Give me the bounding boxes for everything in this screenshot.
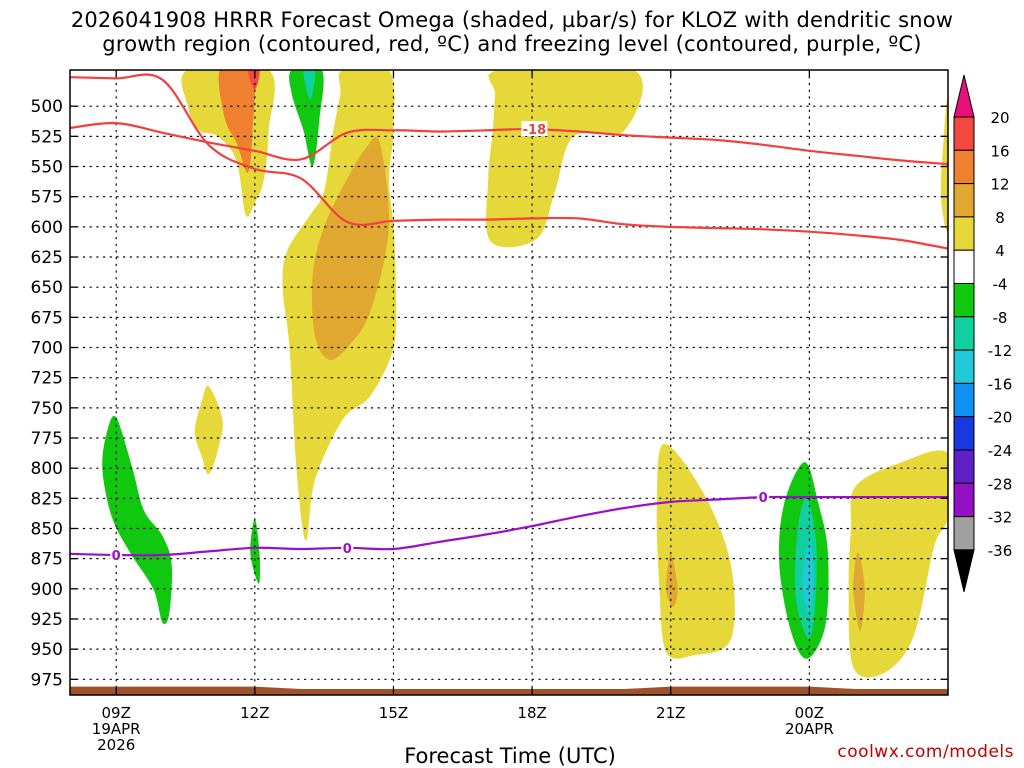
colorbar-label-4: 4 — [995, 242, 1005, 260]
credit-text: coolwx.com/models — [837, 742, 1014, 762]
axes: 500 525 550 575 600 625 650 675 700 725 750 775 800 8… — [31, 69, 949, 754]
y-tick-label-775: 775 — [31, 429, 63, 449]
colorbar-swatch-3 — [953, 216, 975, 251]
ground-fill — [70, 686, 948, 696]
plot-frame — [69, 69, 949, 696]
x-axis-label: Forecast Time (UTC) — [404, 744, 616, 768]
x-tick-label-12z: 12Z — [240, 704, 269, 722]
y-tick-label-600: 600 — [31, 218, 63, 238]
colorbar-label-36: -36 — [988, 542, 1013, 560]
colorbar-swatch-2 — [953, 183, 975, 218]
title-line-2: growth region (contoured, red, ºC) and f… — [102, 32, 922, 56]
colorbar-swatch-6 — [953, 316, 975, 351]
y-tick-label-825: 825 — [31, 489, 63, 509]
colorbar-label-32: -32 — [988, 509, 1013, 527]
snow-contour-label-1: -18 — [523, 123, 547, 138]
ground-surface — [70, 686, 948, 696]
x-tick-label-2026: 2026 — [97, 736, 135, 754]
x-tick-label-20apr: 20APR — [785, 720, 834, 738]
colorbar-swatch-10 — [953, 449, 975, 484]
y-tick-label-875: 875 — [31, 550, 63, 570]
colorbar-label-20: -20 — [988, 409, 1013, 427]
y-tick-label-925: 925 — [31, 610, 63, 630]
x-tick-label-18z: 18Z — [517, 704, 546, 722]
colorbar-label-16: 16 — [990, 142, 1009, 160]
omega-region-downward-12-to-16-late-low — [802, 540, 814, 614]
colorbar-bottom-arrow — [953, 549, 975, 593]
omega-region-upward-4-to-8-isolated — [194, 385, 223, 475]
freezing-label-3: 0 — [759, 491, 768, 506]
y-tick-label-800: 800 — [31, 459, 63, 479]
omega-region-upward-8-to-12-main-plume — [311, 136, 390, 360]
omega-region-upward-16-to-20-early-upper — [247, 70, 260, 90]
y-tick-label-525: 525 — [31, 127, 63, 147]
omega-region-upward-8-to-12-late-low-b — [853, 552, 865, 632]
colorbar-swatch-9 — [953, 416, 975, 451]
colorbar-label-12: -12 — [988, 342, 1013, 360]
x-tick-label-09z: 09Z — [102, 704, 131, 722]
colorbar-swatch-11 — [953, 482, 975, 518]
y-tick-label-975: 975 — [31, 670, 63, 690]
y-tick-label-700: 700 — [31, 339, 63, 359]
omega-region-upward-4-to-8-mid-upper — [486, 70, 643, 248]
freezing-label-halo-3 — [757, 489, 770, 505]
colorbar-swatch-1 — [953, 149, 975, 185]
freezing-label-halo-1 — [110, 547, 123, 563]
freezing-label-1: 0 — [112, 549, 121, 564]
colorbar-swatch-7 — [953, 349, 975, 384]
colorbar-swatch-5 — [953, 283, 975, 318]
y-tick-label-725: 725 — [31, 369, 63, 389]
dotted-grid — [69, 69, 949, 696]
y-tick-label-750: 750 — [31, 399, 63, 419]
omega-region-downward-4-to-8-narrow — [250, 518, 261, 584]
omega-region-downward-4-to-8-early-upper — [289, 70, 324, 167]
snow-growth-contour-18 — [70, 121, 948, 166]
colorbar-top-arrow — [953, 74, 975, 118]
y-tick-label-575: 575 — [31, 188, 63, 208]
x-tick-label-19apr: 19APR — [92, 720, 141, 738]
x-tick-label-21z: 21Z — [656, 704, 685, 722]
colorbar-label-8: -8 — [993, 309, 1008, 327]
freezing-label-2: 0 — [343, 542, 352, 557]
y-tick-label-950: 950 — [31, 640, 63, 660]
colorbar-label-16: -16 — [988, 375, 1013, 393]
y-tick-label-675: 675 — [31, 308, 63, 328]
colorbar-label-28: -28 — [988, 475, 1013, 493]
omega-region-upward-12-to-16-early-upper — [218, 70, 256, 173]
colorbar-swatch-4 — [953, 249, 975, 284]
colorbar-label-12: 12 — [990, 176, 1009, 194]
y-tick-label-625: 625 — [31, 248, 63, 268]
freezing-level-contour — [70, 495, 948, 557]
snow-growth-contour-12 — [70, 73, 948, 250]
colorbar-swatch-8 — [953, 382, 975, 418]
colorbar-label-4: -4 — [993, 276, 1008, 294]
title-line-1: 2026041908 HRRR Forecast Omega (shaded, … — [70, 8, 954, 32]
chart-title: 2026041908 HRRR Forecast Omega (shaded, … — [0, 8, 1024, 56]
y-tick-label-900: 900 — [31, 580, 63, 600]
x-tick-label-15z: 15Z — [379, 704, 408, 722]
omega-region-downward-4-to-8-early-low — [102, 415, 173, 625]
y-tick-label-550: 550 — [31, 158, 63, 178]
omega-region-upward-8-to-12-late-low-a — [666, 553, 678, 607]
colorbar-label-24: -24 — [988, 442, 1013, 460]
x-tick-label-00z: 00Z — [795, 704, 824, 722]
omega-region-downward-8-to-12-early-upper — [303, 70, 316, 101]
omega-shading — [102, 70, 948, 678]
omega-region-upward-4-to-8-late-low-a — [656, 443, 735, 659]
snow-contour-label-1-halo — [521, 121, 548, 137]
colorbar-swatch-12 — [953, 516, 975, 551]
contour-lines: -18 0 0 0 — [70, 73, 948, 564]
y-tick-label-850: 850 — [31, 519, 63, 539]
colorbar-swatch-0 — [953, 116, 975, 151]
y-tick-label-500: 500 — [31, 97, 63, 117]
colorbar: 20 16 12 8 4 -4 -8 -12 -16 -20 -24 -28 -32 -36 — [953, 74, 1013, 593]
freezing-label-halo-2 — [341, 539, 354, 555]
omega-region-upward-4-to-8-late-low-b — [848, 450, 948, 678]
colorbar-label-20: 20 — [990, 109, 1009, 127]
colorbar-label-8: 8 — [995, 209, 1005, 227]
y-tick-label-650: 650 — [31, 278, 63, 298]
